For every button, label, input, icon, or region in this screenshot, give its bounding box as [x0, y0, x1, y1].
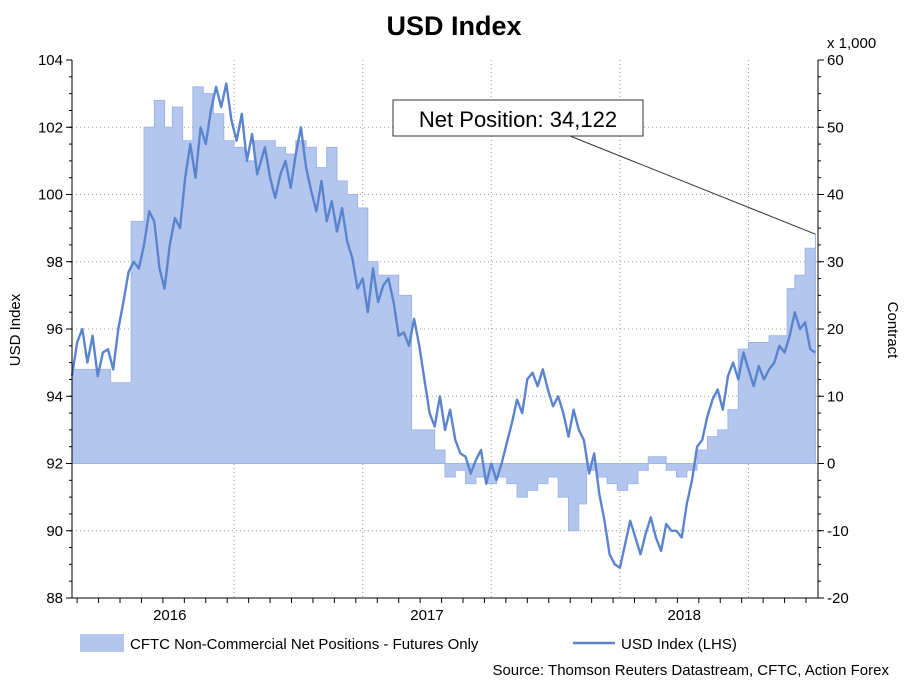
- y2-tick-label: 0: [827, 456, 835, 473]
- y2-tick-label: 20: [827, 321, 844, 338]
- y-tick-label: 102: [38, 119, 63, 136]
- y-tick-label: 92: [46, 456, 63, 473]
- usd-index-line: [70, 82, 817, 569]
- annotation-leader-line: [569, 135, 816, 235]
- source-note: Source: Thomson Reuters Datastream, CFTC…: [492, 662, 889, 679]
- x-tick-label: 2017: [410, 607, 443, 624]
- y2-axis-ticks: -20 -10 0 10 20 30 40 50 60: [818, 52, 849, 607]
- y2-tick-label: 30: [827, 254, 844, 271]
- y-tick-label: 90: [46, 523, 63, 540]
- y-axis-ticks: 88 90 92 94 96 98 100 102 104: [38, 52, 72, 607]
- legend-label-net-positions: CFTC Non-Commercial Net Positions - Futu…: [130, 636, 479, 653]
- chart-title: USD Index: [386, 11, 521, 41]
- y-axis-label: USD Index: [7, 293, 24, 366]
- y2-axis-label: Contract: [884, 302, 901, 360]
- y2-tick-label: 50: [827, 119, 844, 136]
- net-position-area: [71, 86, 816, 532]
- y-tick-label: 96: [46, 321, 63, 338]
- x-axis-ticks: 2016 2017 2018: [76, 598, 807, 624]
- annotation-text: Net Position: 34,122: [419, 107, 617, 132]
- y-tick-label: 98: [46, 254, 63, 271]
- y2-tick-label: 60: [827, 52, 844, 69]
- y-tick-label: 88: [46, 590, 63, 607]
- usd-index-line-layer: [70, 82, 817, 569]
- x-tick-label: 2018: [668, 607, 701, 624]
- y2-tick-label: -20: [827, 590, 849, 607]
- y2-tick-label: 10: [827, 388, 844, 405]
- y-tick-label: 100: [38, 187, 63, 204]
- legend-label-usd-index: USD Index (LHS): [621, 636, 737, 653]
- legend: CFTC Non-Commercial Net Positions - Futu…: [80, 634, 737, 653]
- y-tick-label: 94: [46, 388, 63, 405]
- net-position-annotation: Net Position: 34,122: [392, 99, 816, 235]
- x-tick-label: 2016: [153, 607, 186, 624]
- y2-tick-label: 40: [827, 187, 844, 204]
- legend-area-swatch: [80, 634, 124, 652]
- y2-tick-label: -10: [827, 523, 849, 540]
- net-position-area-layer: [71, 86, 816, 532]
- y2-unit-note: x 1,000: [827, 35, 876, 52]
- y-tick-label: 104: [38, 52, 63, 69]
- annotation-box: [392, 99, 644, 137]
